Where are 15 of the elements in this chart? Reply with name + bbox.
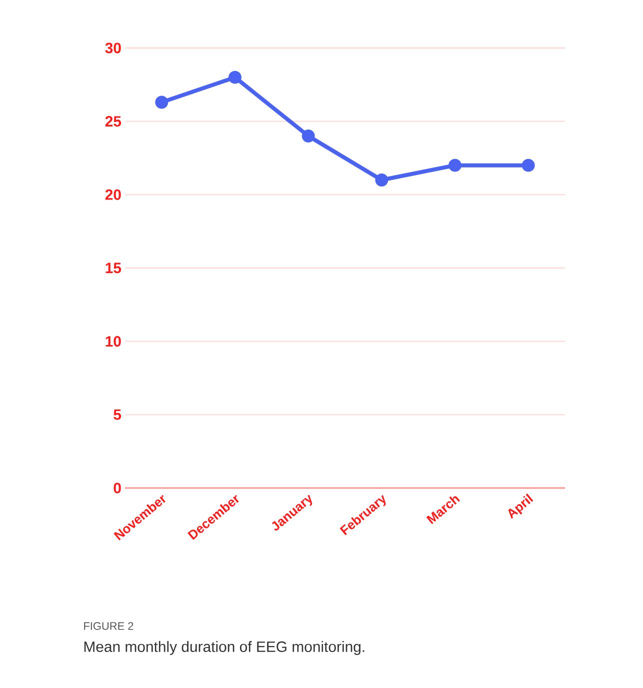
y-tick-label: 25: [105, 116, 122, 127]
point: [228, 70, 242, 84]
caption: FIGURE 2: [84, 622, 134, 630]
y-tick-label: 30: [105, 42, 121, 54]
y-tick-label: 10: [106, 336, 121, 347]
point: [522, 158, 535, 172]
point: [375, 174, 388, 186]
y-tick-label: 0: [114, 482, 121, 494]
y-tick-label: 5: [114, 409, 122, 420]
text: Mean monthly duration of EEG monitoring.: [84, 641, 364, 655]
point: [302, 130, 315, 142]
point: [448, 158, 462, 172]
y-tick-label: 20: [105, 189, 121, 200]
y-tick-label: 15: [106, 262, 122, 274]
point: [155, 96, 168, 109]
